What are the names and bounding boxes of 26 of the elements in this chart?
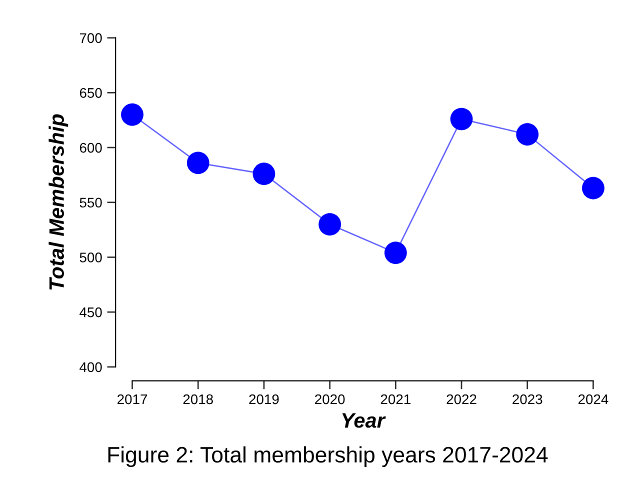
y-tick-label: 500 [80, 252, 102, 262]
y-tick-label: 650 [80, 88, 102, 98]
x-tick-label: 2024 [578, 394, 608, 404]
y-tick-label: 700 [80, 33, 102, 44]
point [186, 152, 210, 174]
y-axis-title: Total Membership [48, 114, 68, 290]
x-tick-label: 2017 [118, 394, 148, 404]
point [450, 108, 473, 130]
y-tick-label: 400 [80, 362, 102, 372]
x-axis-title: Year [342, 413, 386, 428]
point [582, 176, 604, 200]
x-tick-label: 2018 [183, 394, 213, 404]
y-tick-label: 450 [80, 307, 102, 318]
y-tick-label: 600 [80, 142, 102, 153]
point [516, 123, 539, 146]
point [252, 162, 276, 186]
x-tick-label: 2021 [380, 394, 410, 404]
point [384, 242, 407, 264]
x-tick-label: 2020 [315, 394, 345, 404]
point [121, 103, 144, 126]
y-tick-label: 550 [80, 198, 102, 208]
caption: Figure 2: Total membership years 2017-2024 [108, 446, 548, 468]
point [318, 213, 341, 236]
x-tick-label: 2022 [446, 394, 476, 404]
x-tick-label: 2019 [249, 394, 279, 404]
x-tick-label: 2023 [512, 394, 542, 404]
